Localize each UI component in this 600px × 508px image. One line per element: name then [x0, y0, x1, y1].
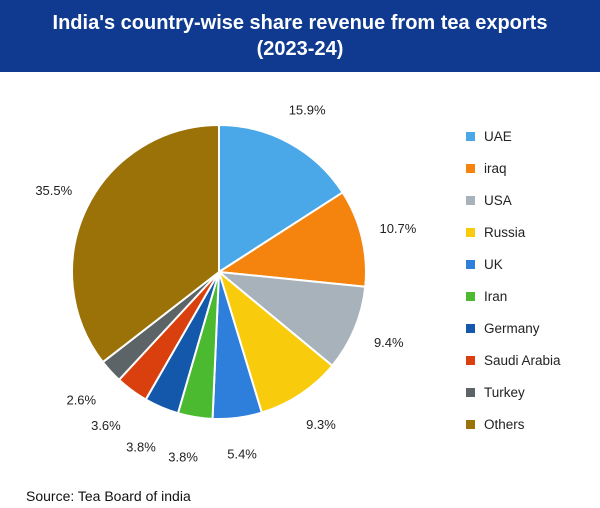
legend-item-iraq: iraq	[466, 152, 561, 184]
chart-header: India's country-wise share revenue from …	[0, 0, 600, 72]
pie-slice-russia	[217, 269, 334, 414]
legend-swatch	[466, 291, 475, 301]
pie-slice-usa	[215, 270, 367, 368]
legend-label: iraq	[484, 160, 507, 176]
legend-swatch	[466, 355, 475, 365]
legend-swatch	[466, 387, 475, 397]
legend-item-iran: Iran	[466, 280, 561, 312]
legend-label: Saudi Arabia	[484, 352, 561, 368]
pie-label-iraq: 10.7%	[379, 221, 416, 236]
legend-swatch	[466, 227, 475, 237]
pie-chart-area: 15.9% 10.7% 9.4% 9.3% 5.4% 3.8% 3.8% 3.6% 2.6% 35…	[0, 72, 600, 472]
pie-chart: 15.9% 10.7% 9.4% 9.3% 5.4% 3.8% 3.8% 3.6% 2.6% 35…	[35, 102, 416, 465]
pie-label-iran: 3.8%	[168, 450, 198, 465]
chart-subtitle: (2023-24)	[256, 38, 344, 60]
legend-item-usa: USA	[466, 184, 561, 216]
source-note: Source: Tea Board of india	[26, 488, 191, 504]
pie-slice-others	[71, 123, 220, 364]
legend-swatch	[466, 419, 475, 429]
chart-title: India's country-wise share revenue from …	[52, 12, 548, 34]
legend-item-germany: Germany	[466, 312, 561, 344]
legend-label: Iran	[484, 288, 508, 304]
pie-label-germany: 3.8%	[126, 439, 156, 454]
legend-label: UK	[484, 256, 503, 272]
pie-label-uae: 15.9%	[289, 102, 326, 117]
legend-label: Others	[484, 416, 525, 432]
legend-item-russia: Russia	[466, 216, 561, 248]
legend-item-turkey: Turkey	[466, 376, 561, 408]
legend-label: Russia	[484, 224, 526, 240]
chart-legend: UAE iraq USA Russia UK Iran Germany Saudi Arabi…	[466, 120, 561, 440]
pie-label-saudi-arabia: 3.6%	[91, 418, 121, 433]
legend-swatch	[466, 259, 475, 269]
legend-item-others: Others	[466, 408, 561, 440]
pie-label-uk: 5.4%	[227, 447, 257, 462]
legend-label: Germany	[484, 320, 540, 336]
legend-swatch	[466, 195, 475, 205]
pie-slice-uae	[218, 123, 345, 274]
legend-swatch	[466, 131, 475, 141]
pie-label-others: 35.5%	[35, 183, 72, 198]
legend-item-uae: UAE	[466, 120, 561, 152]
legend-swatch	[466, 163, 475, 173]
pie-slice-iraq	[216, 191, 367, 288]
pie-label-russia: 9.3%	[306, 417, 336, 432]
legend-label: UAE	[484, 128, 512, 144]
pie-label-turkey: 2.6%	[66, 392, 96, 407]
legend-item-saudi-arabia: Saudi Arabia	[466, 344, 561, 376]
legend-label: USA	[484, 192, 512, 208]
legend-swatch	[466, 323, 475, 333]
pie-label-usa: 9.4%	[374, 335, 404, 350]
legend-item-uk: UK	[466, 248, 561, 280]
legend-label: Turkey	[484, 384, 525, 400]
